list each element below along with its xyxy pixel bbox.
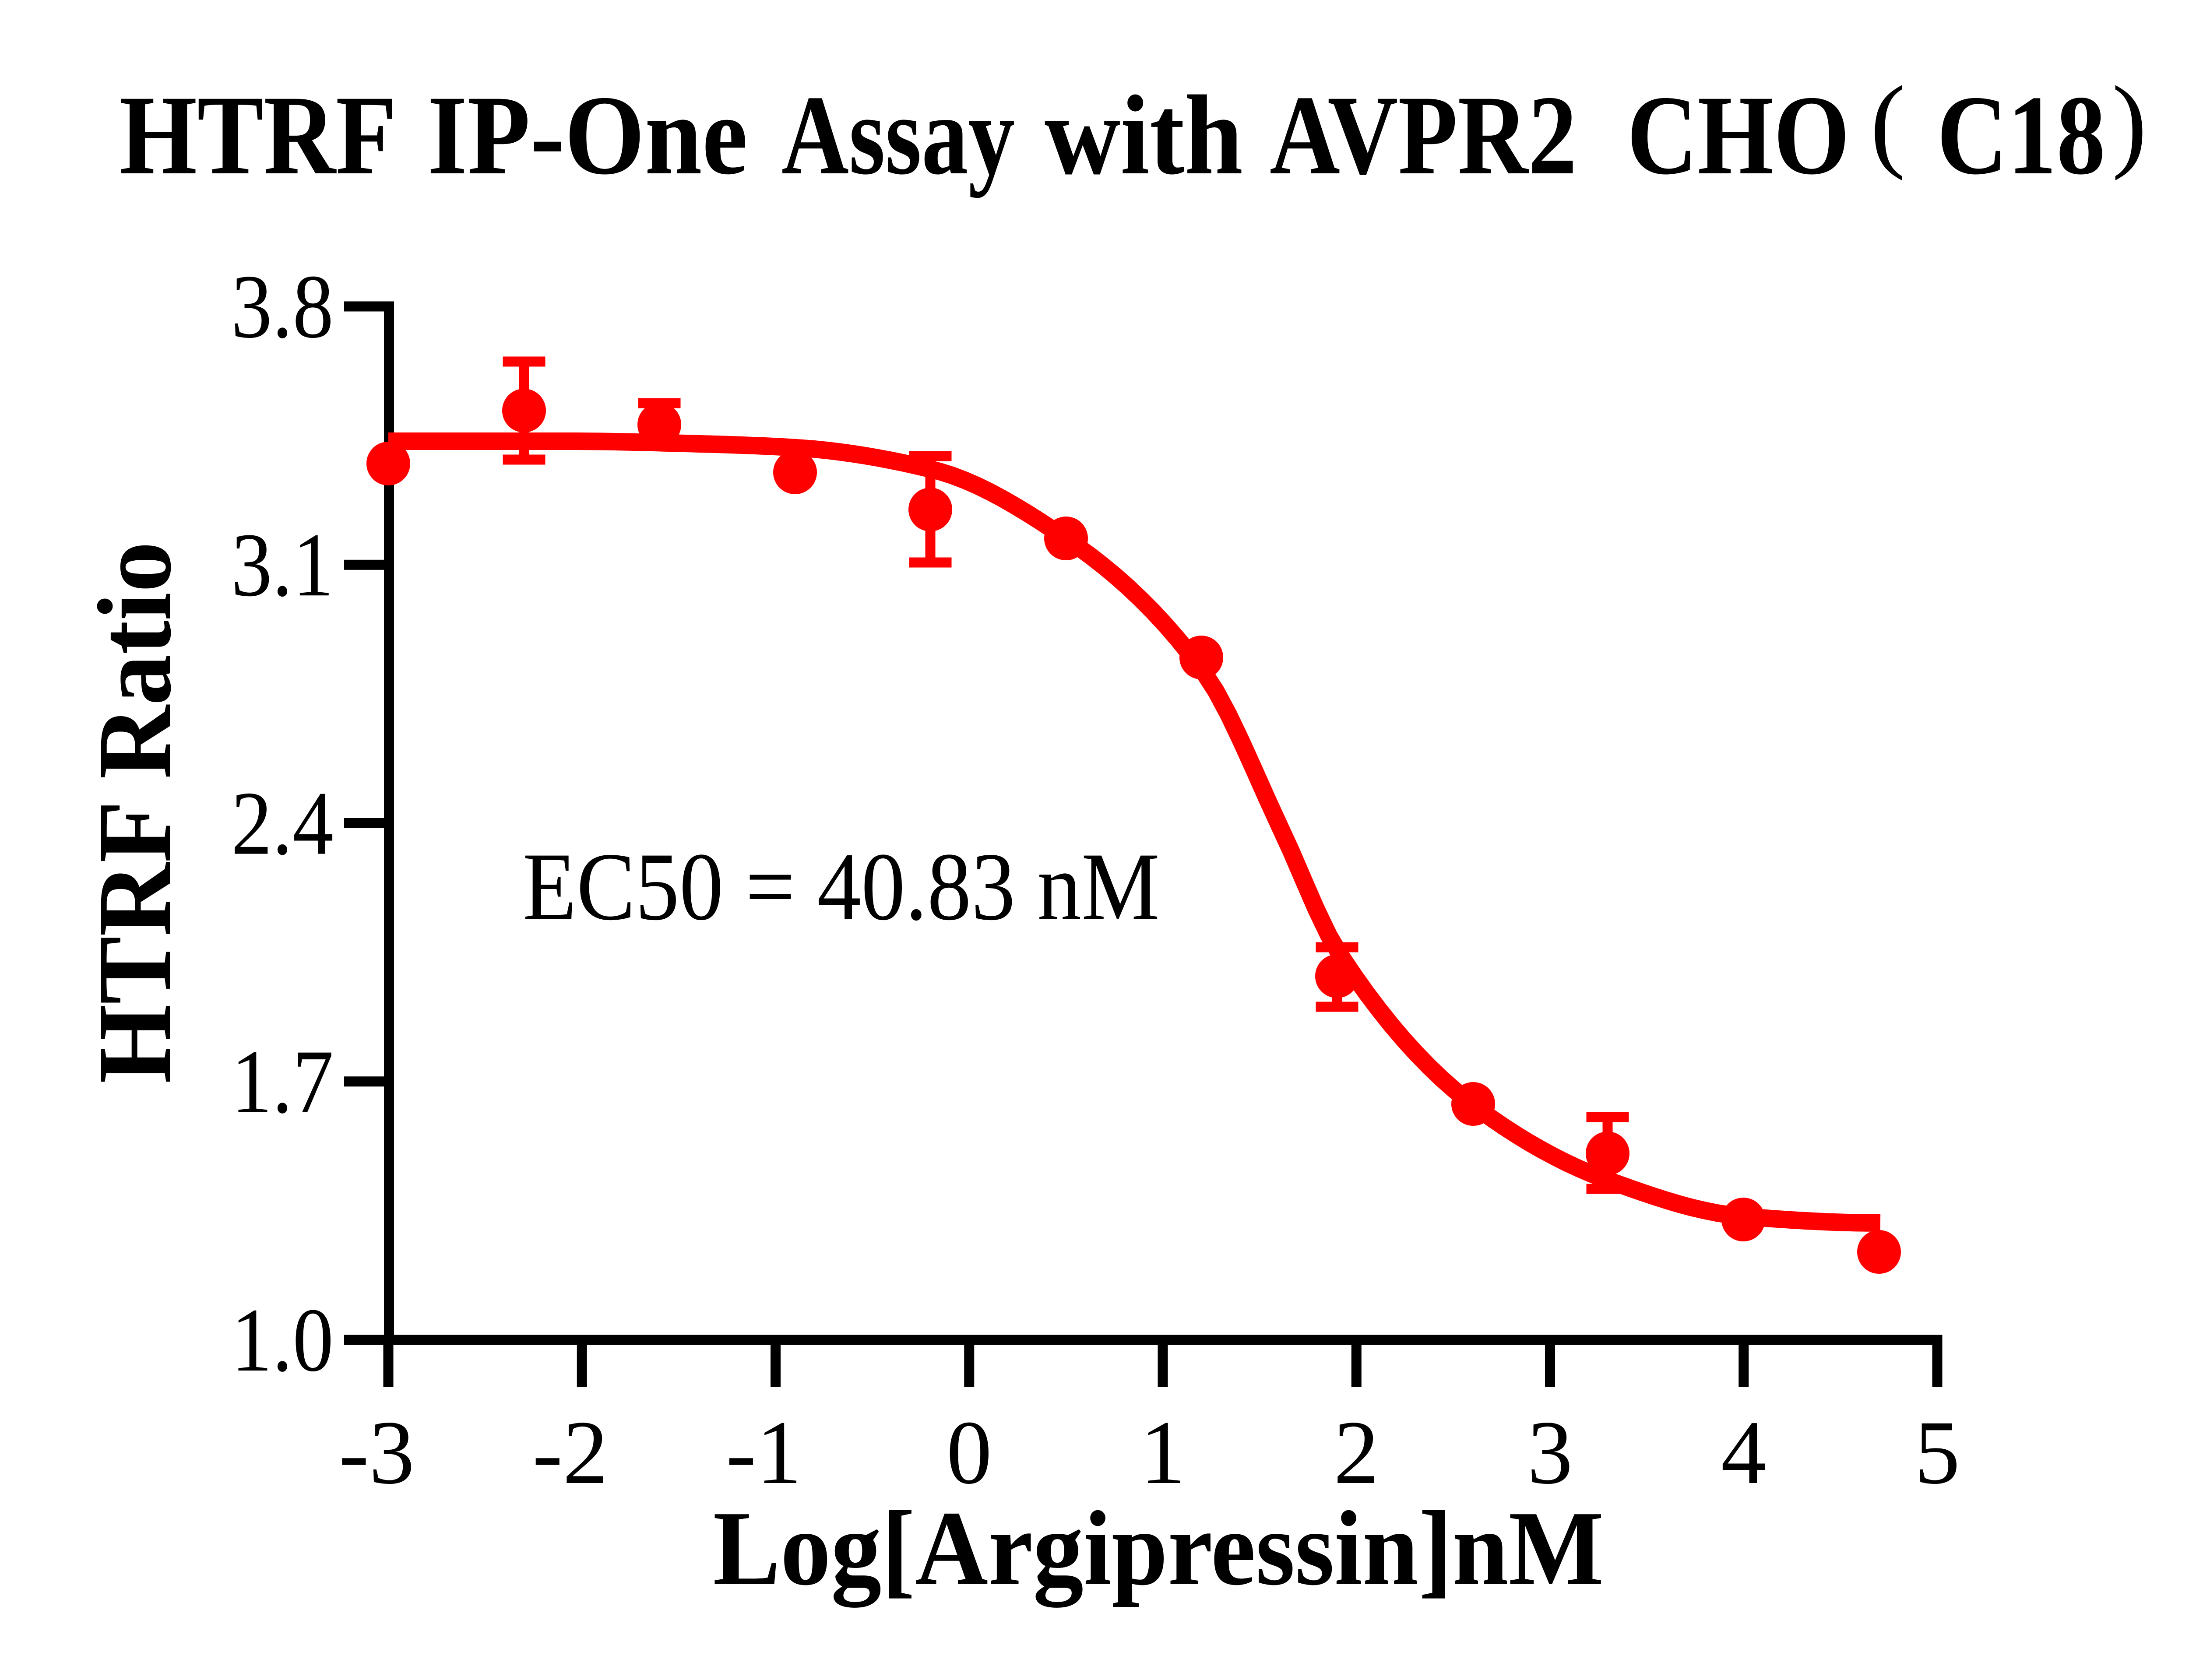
svg-text:IP-One: IP-One — [427, 72, 748, 198]
svg-text:1: 1 — [1140, 1402, 1186, 1503]
svg-text:): ) — [2112, 64, 2147, 181]
svg-text:C18: C18 — [1937, 72, 2105, 198]
svg-text:3.1: 3.1 — [231, 514, 334, 615]
svg-text:CHO: CHO — [1627, 72, 1850, 198]
svg-text:2: 2 — [1334, 1402, 1379, 1503]
svg-text:HTRF: HTRF — [120, 72, 397, 198]
svg-text:3: 3 — [1527, 1402, 1573, 1503]
svg-text:-1: -1 — [726, 1402, 802, 1503]
svg-text:0: 0 — [947, 1402, 992, 1503]
svg-text:5: 5 — [1914, 1402, 1960, 1503]
svg-text:EC50 = 40.83 nM: EC50 = 40.83 nM — [523, 833, 1160, 941]
svg-text:4: 4 — [1721, 1402, 1767, 1503]
svg-text:with: with — [1045, 72, 1243, 198]
svg-text:AVPR2: AVPR2 — [1270, 72, 1577, 198]
svg-text:-3: -3 — [339, 1402, 415, 1503]
svg-text:2.4: 2.4 — [231, 773, 334, 874]
svg-text:Log[Argipressin]nM: Log[Argipressin]nM — [713, 1489, 1604, 1608]
svg-text:3.8: 3.8 — [231, 256, 334, 357]
svg-text:Assay: Assay — [781, 72, 1015, 198]
svg-text:-2: -2 — [532, 1402, 608, 1503]
svg-text:1.7: 1.7 — [231, 1031, 334, 1132]
svg-text:1.0: 1.0 — [231, 1290, 334, 1390]
svg-text:(: ( — [1870, 64, 1905, 181]
svg-text:HTRF Ratio: HTRF Ratio — [76, 541, 193, 1083]
